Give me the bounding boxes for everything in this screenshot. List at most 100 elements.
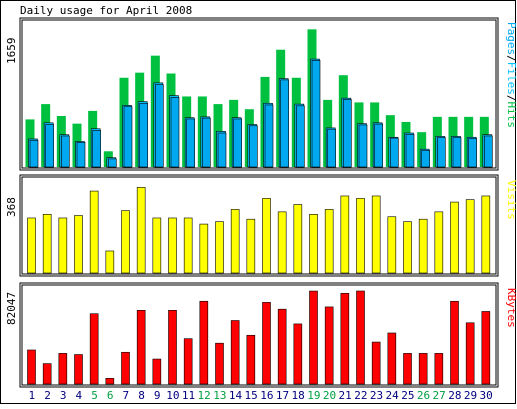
x-tick-label-day-26: 26 — [417, 389, 430, 402]
bar-visits-day-8 — [136, 187, 146, 274]
bar-kbytes-day-2 — [42, 363, 52, 385]
bar-visits-day-16 — [262, 198, 271, 274]
x-axis-day-labels: 1 2 3 4 5 6 7 8 9 10 11 12 13 14 15 16 17 18 19 20 21 22 23 24 2… — [29, 389, 493, 402]
bar-pages-day-11 — [186, 118, 195, 168]
bar-pages-day-27 — [437, 137, 446, 168]
bar-kbytes-day-26 — [418, 353, 428, 385]
bar-visits-day-27 — [434, 211, 444, 274]
x-tick-label-day-27: 27 — [433, 389, 446, 402]
x-tick-label-day-17: 17 — [276, 389, 289, 402]
bar-pages-day-25 — [405, 133, 415, 168]
x-tick-label-day-23: 23 — [370, 389, 383, 402]
slash-label: / — [505, 95, 517, 102]
x-tick-label-day-6: 6 — [107, 389, 114, 402]
bar-pages-day-13 — [217, 132, 227, 168]
bar-visits-day-28 — [450, 201, 459, 274]
bar-kbytes-day-7 — [121, 351, 130, 385]
bar-kbytes-day-4 — [74, 354, 83, 385]
bar-visits-day-11 — [183, 217, 193, 274]
bar-kbytes-day-11 — [183, 338, 193, 385]
bar-kbytes-day-25 — [403, 353, 412, 385]
pages-label: Pages — [505, 22, 517, 55]
bar-pages-day-22 — [358, 124, 368, 168]
bar-visits-day-2 — [42, 214, 52, 274]
bar-kbytes-day-20 — [324, 306, 334, 385]
x-tick-label-day-30: 30 — [480, 389, 493, 402]
x-tick-label-day-24: 24 — [386, 389, 400, 402]
panel-frame-inner-1 — [21, 19, 497, 169]
bar-visits-day-29 — [465, 199, 475, 274]
bar-kbytes-day-3 — [58, 353, 68, 385]
bar-kbytes-day-24 — [387, 332, 397, 385]
bar-pages-day-5 — [92, 130, 101, 168]
bar-pages-day-23 — [374, 123, 383, 168]
x-tick-label-day-15: 15 — [245, 389, 258, 402]
bar-kbytes-day-29 — [465, 322, 475, 385]
right-label-pages-files-hits: Pages/Files/Hits — [505, 22, 517, 128]
bar-kbytes-day-21 — [340, 293, 350, 385]
bar-kbytes-day-1 — [27, 349, 36, 385]
bar-kbytes-day-15 — [246, 334, 256, 385]
x-tick-label-day-18: 18 — [292, 389, 305, 402]
bar-pages-day-17 — [280, 79, 289, 168]
x-tick-label-day-5: 5 — [91, 389, 98, 402]
max-label-kbytes: 82047 — [5, 292, 18, 325]
bar-kbytes-day-27 — [434, 353, 444, 385]
bar-pages-day-28 — [452, 137, 462, 168]
bar-kbytes-day-23 — [371, 341, 381, 385]
bar-pages-day-24 — [390, 137, 399, 168]
bar-kbytes-day-5 — [89, 313, 99, 385]
bar-visits-day-24 — [387, 216, 397, 274]
bar-kbytes-day-30 — [481, 311, 491, 385]
x-tick-label-day-14: 14 — [229, 389, 243, 402]
bar-pages-day-7 — [123, 106, 133, 168]
slash-label: / — [505, 55, 517, 62]
files-label: Files — [505, 62, 517, 95]
bar-pages-day-18 — [296, 105, 305, 168]
bar-pages-day-20 — [327, 128, 336, 168]
x-tick-label-day-11: 11 — [182, 389, 195, 402]
bar-pages-day-1 — [29, 139, 39, 168]
panel-frame-inner-3 — [21, 284, 497, 386]
x-tick-label-day-1: 1 — [29, 389, 36, 402]
x-tick-label-day-20: 20 — [323, 389, 336, 402]
x-tick-label-day-19: 19 — [307, 389, 320, 402]
bar-visits-day-23 — [371, 195, 381, 274]
bar-pages-day-26 — [421, 150, 430, 168]
bar-pages-day-16 — [264, 104, 274, 168]
bar-kbytes-day-17 — [277, 308, 287, 385]
bar-kbytes-day-8 — [136, 310, 146, 385]
bar-pages-day-12 — [202, 117, 211, 168]
x-tick-label-day-8: 8 — [138, 389, 145, 402]
x-tick-label-day-3: 3 — [60, 389, 67, 402]
bar-kbytes-day-12 — [199, 300, 209, 385]
bar-kbytes-day-13 — [215, 342, 224, 385]
x-tick-label-day-12: 12 — [198, 389, 211, 402]
bar-kbytes-day-6 — [105, 378, 115, 385]
bar-pages-day-14 — [233, 118, 242, 168]
x-tick-label-day-29: 29 — [464, 389, 477, 402]
panel-frame-outer-1 — [19, 17, 499, 171]
bar-visits-day-7 — [121, 210, 130, 274]
bar-visits-day-17 — [277, 211, 287, 274]
bar-visits-day-22 — [356, 198, 365, 274]
panel-frame-inner-2 — [21, 176, 497, 275]
bar-kbytes-day-19 — [309, 290, 318, 385]
bar-visits-day-10 — [168, 217, 177, 274]
bar-kbytes-day-14 — [230, 320, 240, 385]
bar-visits-day-9 — [152, 217, 162, 274]
bar-pages-day-9 — [155, 84, 164, 168]
bar-pages-day-4 — [76, 142, 86, 168]
x-tick-label-day-22: 22 — [354, 389, 367, 402]
bar-visits-day-26 — [418, 218, 428, 274]
panel-frame-outer-3 — [19, 282, 499, 388]
bar-pages-day-21 — [343, 99, 352, 168]
panel-frame-outer-2 — [19, 174, 499, 277]
x-tick-label-day-10: 10 — [166, 389, 179, 402]
bar-pages-day-30 — [484, 135, 493, 168]
bar-kbytes-day-10 — [168, 310, 177, 385]
max-label-visits: 368 — [5, 197, 18, 217]
